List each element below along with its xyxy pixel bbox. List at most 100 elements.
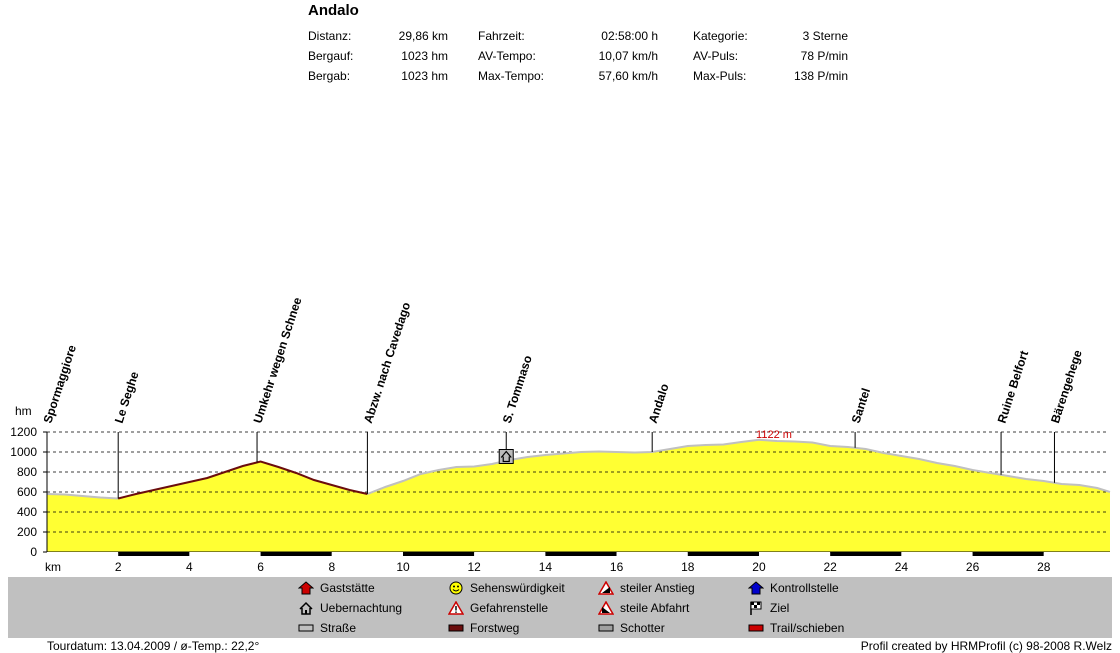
km-stripe: [1043, 552, 1110, 556]
km-stripe: [47, 552, 119, 556]
legend-item: Straße: [298, 621, 356, 635]
legend-label: Ziel: [770, 601, 790, 615]
stat-value: 29,86 km: [398, 29, 448, 43]
x-tick-label: 24: [895, 560, 909, 574]
stat-value: 1023 hm: [401, 69, 448, 83]
waypoint-label: Andalo: [646, 382, 672, 425]
waypoint-label: Umkehr wegen Schnee: [251, 295, 305, 425]
x-tick-label: 4: [186, 560, 193, 574]
schotter-icon: [598, 621, 614, 635]
stat-value: 10,07 km/h: [598, 49, 658, 63]
legend-label: Schotter: [620, 621, 665, 635]
waypoint-label: Ruine Belfort: [995, 349, 1032, 425]
km-stripe: [545, 552, 617, 556]
legend-label: Uebernachtung: [320, 601, 403, 615]
stat-label: Bergab:: [308, 69, 351, 83]
stat-label: Bergauf:: [308, 49, 354, 63]
km-stripe: [118, 552, 190, 556]
tour-info: Tourdatum: 13.04.2009 / ø-Temp.: 22,2°: [47, 639, 260, 653]
y-tick-label: 400: [17, 505, 37, 519]
tour-title: Andalo: [308, 2, 359, 19]
finish-flag-icon: [748, 601, 764, 615]
profile-line-forstweg: [117, 460, 368, 500]
profile-area: [47, 439, 1110, 552]
legend-label: Gaststätte: [320, 581, 375, 595]
house-icon: [500, 450, 512, 463]
legend-label: Sehenswürdigkeit: [470, 581, 565, 595]
stat-label: Fahrzeit:: [478, 29, 525, 43]
x-tick-label: 18: [681, 560, 695, 574]
uebernachtung-icon: [298, 601, 314, 615]
waypoint-label: Spormaggiore: [41, 343, 80, 425]
forstweg-icon: [448, 621, 464, 635]
legend-label: Kontrollstelle: [770, 581, 839, 595]
gaststaette-icon: [297, 581, 315, 595]
legend-item: Ziel: [748, 601, 789, 615]
checkpoint-icon: [747, 581, 765, 595]
descent-icon: [597, 600, 615, 615]
legend: [8, 577, 1112, 638]
stat-label: Max-Tempo:: [478, 69, 545, 83]
y-tick-label: 1000: [10, 445, 37, 459]
x-tick-label: 2: [115, 560, 122, 574]
y-tick-label: 200: [17, 525, 37, 539]
km-stripe: [901, 552, 973, 556]
km-stripe: [402, 552, 475, 556]
legend-item: Kontrollstelle: [747, 581, 839, 595]
waypoint-label: Abzw. nach Cavedago: [361, 301, 413, 425]
waypoint-label: Le Seghe: [112, 370, 142, 425]
smiley-icon: [448, 581, 464, 595]
x-tick-label: 20: [752, 560, 766, 574]
legend-label: Trail/schieben: [770, 621, 845, 635]
km-stripe: [830, 552, 902, 556]
x-tick-label: 6: [257, 560, 264, 574]
km-stripe: [758, 552, 831, 556]
waypoint-label: Santel: [849, 386, 873, 425]
ascent-icon: [597, 580, 615, 595]
legend-item: Schotter: [598, 621, 665, 635]
stat-label: Max-Puls:: [693, 69, 747, 83]
km-stripe: [331, 552, 403, 556]
stat-value: 3 Sterne: [802, 29, 848, 43]
x-tick-label: 26: [966, 560, 980, 574]
legend-item: Trail/schieben: [748, 621, 844, 635]
y-tick-label: 0: [30, 545, 37, 559]
legend-item: steiler Anstieg: [597, 580, 695, 595]
waypoint-label: Bärengehege: [1048, 348, 1085, 425]
x-tick-label: 8: [328, 560, 335, 574]
profile-line-strasse: [367, 438, 1111, 495]
stat-label: AV-Puls:: [693, 49, 739, 63]
stat-value: 138 P/min: [793, 69, 848, 83]
legend-label: Gefahrenstelle: [470, 601, 549, 615]
x-tick-label: 14: [539, 560, 553, 574]
legend-item: steile Abfahrt: [597, 600, 690, 615]
km-stripe: [616, 552, 688, 556]
stat-label: Kategorie:: [693, 29, 748, 43]
legend-label: steile Abfahrt: [620, 601, 690, 615]
km-stripe: [474, 552, 546, 556]
profile-line-strasse: [46, 493, 119, 500]
legend-item: Uebernachtung: [298, 601, 402, 615]
km-stripe: [972, 552, 1044, 556]
x-tick-label: 28: [1037, 560, 1051, 574]
trail-icon: [748, 621, 764, 635]
km-stripe: [189, 552, 261, 556]
legend-item: Gaststätte: [297, 581, 375, 595]
legend-item: Gefahrenstelle: [447, 600, 549, 615]
credit-text: Profil created by HRMProfil (c) 98-2008 …: [860, 639, 1112, 653]
km-stripe: [260, 552, 332, 556]
legend-item: Forstweg: [448, 621, 519, 635]
x-tick-label: 10: [396, 560, 410, 574]
legend-item: Sehenswürdigkeit: [448, 581, 565, 595]
stat-label: Distanz:: [308, 29, 352, 43]
legend-label: Forstweg: [470, 621, 520, 635]
legend-label: steiler Anstieg: [620, 581, 695, 595]
warning-icon: [447, 600, 465, 615]
max-elevation-label: 1122 m: [756, 429, 792, 441]
x-tick-label: 16: [610, 560, 624, 574]
x-tick-label: 22: [824, 560, 838, 574]
y-tick-label: 800: [17, 465, 37, 479]
stat-value: 1023 hm: [401, 49, 448, 63]
stat-value: 78 P/min: [800, 49, 848, 63]
